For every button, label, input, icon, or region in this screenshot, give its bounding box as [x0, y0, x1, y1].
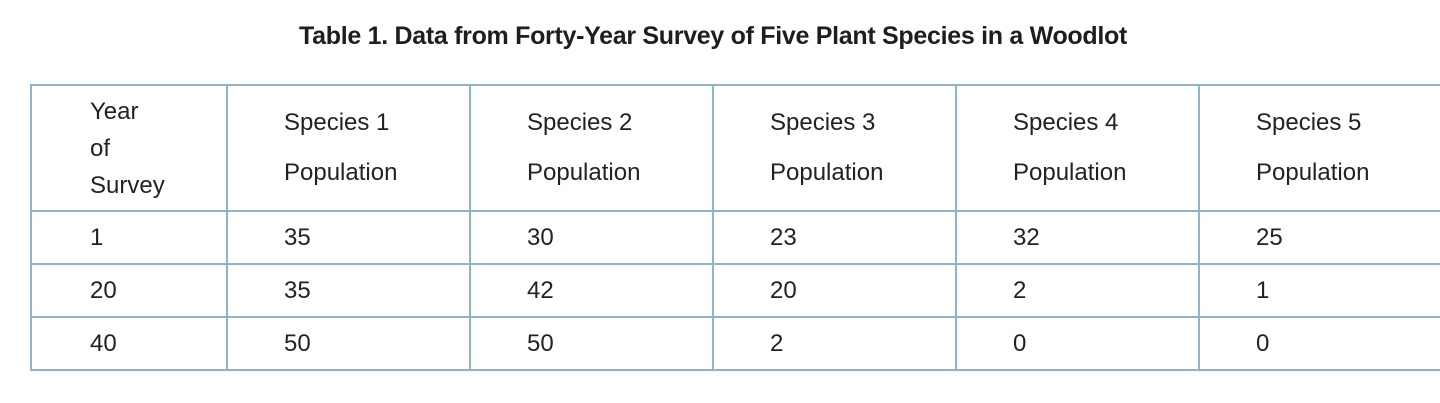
header-species-name: Species 2	[527, 109, 633, 136]
year-cell: 40	[30, 316, 228, 371]
header-year-line: Year	[90, 97, 139, 125]
table-row: 1 35 30 23 32 25	[30, 210, 1440, 265]
year-cell: 20	[30, 263, 228, 318]
table-row: 40 50 50 2 0 0	[30, 316, 1440, 371]
population-cell: 20	[712, 263, 957, 318]
population-cell: 25	[1198, 210, 1440, 265]
year-cell: 1	[30, 210, 228, 265]
header-species-unit: Population	[1256, 159, 1370, 186]
population-cell: 50	[469, 316, 714, 371]
table-row: 20 35 42 20 2 1	[30, 263, 1440, 318]
population-cell: 1	[1198, 263, 1440, 318]
header-cell-species-2: Species 2 Population	[469, 84, 714, 212]
header-species-unit: Population	[284, 159, 398, 186]
population-cell: 2	[712, 316, 957, 371]
table-caption: Table 1. Data from Forty-Year Survey of …	[299, 22, 1127, 50]
header-species-name: Species 4	[1013, 109, 1119, 136]
population-cell: 35	[226, 263, 471, 318]
header-cell-species-5: Species 5 Population	[1198, 84, 1440, 212]
population-cell: 42	[469, 263, 714, 318]
population-cell: 32	[955, 210, 1200, 265]
table-header-row: Year of Survey Species 1 Population Spec…	[30, 84, 1440, 212]
header-species-unit: Population	[527, 159, 641, 186]
survey-table: Year of Survey Species 1 Population Spec…	[30, 84, 1440, 371]
population-cell: 50	[226, 316, 471, 371]
header-year-line: of	[90, 134, 111, 162]
header-cell-species-3: Species 3 Population	[712, 84, 957, 212]
header-species-name: Species 1	[284, 109, 390, 136]
header-cell-species-4: Species 4 Population	[955, 84, 1200, 212]
header-cell-species-1: Species 1 Population	[226, 84, 471, 212]
population-cell: 30	[469, 210, 714, 265]
population-cell: 0	[1198, 316, 1440, 371]
population-cell: 0	[955, 316, 1200, 371]
population-cell: 2	[955, 263, 1200, 318]
population-cell: 23	[712, 210, 957, 265]
header-species-unit: Population	[1013, 159, 1127, 186]
header-species-unit: Population	[770, 159, 884, 186]
population-cell: 35	[226, 210, 471, 265]
header-species-name: Species 5	[1256, 109, 1362, 136]
header-year-line: Survey	[90, 171, 165, 199]
header-cell-year: Year of Survey	[30, 84, 228, 212]
header-species-name: Species 3	[770, 109, 876, 136]
